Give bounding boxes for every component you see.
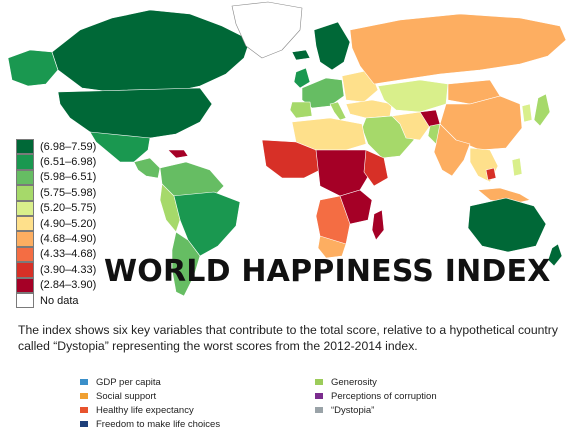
region-alaska [7, 49, 59, 87]
legend-item: (3.90–4.33) [16, 262, 146, 278]
variable-item: Freedom to make life choices [80, 418, 220, 430]
legend-item: (2.84–3.90) [16, 277, 146, 293]
legend-label: (4.90–5.20) [40, 217, 97, 230]
variables-legend: GDP per capita Social support Healthy li… [80, 376, 510, 436]
variable-swatch [80, 379, 88, 385]
region-canada [51, 9, 251, 95]
variable-label: Social support [96, 390, 157, 402]
legend-label: (2.84–3.90) [40, 279, 97, 292]
legend-swatch [16, 277, 34, 293]
legend-swatch [16, 246, 34, 263]
variable-item: “Dystopia” [315, 404, 437, 416]
variable-label: Generosity [331, 376, 377, 388]
variable-swatch [315, 407, 323, 413]
region-italy [329, 101, 347, 121]
variable-item: Social support [80, 390, 220, 402]
region-horn-africa [363, 149, 389, 187]
region-central-america [133, 157, 161, 179]
variable-label: Healthy life expectancy [96, 404, 194, 416]
region-japan [533, 93, 551, 127]
variable-swatch [80, 421, 88, 427]
legend-label: (4.68–4.90) [40, 233, 97, 246]
variable-swatch [80, 407, 88, 413]
variable-item: Generosity [315, 376, 437, 388]
region-southern-cone [171, 231, 201, 297]
legend-item: (6.98–7.59) [16, 139, 146, 155]
region-scandinavia [313, 21, 351, 71]
region-western-europe [301, 77, 345, 109]
legend-swatch [16, 154, 34, 170]
variable-swatch [80, 393, 88, 399]
variable-item: Healthy life expectancy [80, 404, 220, 416]
region-uk [293, 67, 311, 89]
region-central-africa [315, 149, 373, 197]
legend-swatch [16, 185, 34, 201]
region-greenland [231, 1, 303, 59]
legend-swatch [16, 200, 34, 216]
legend-item: (4.90–5.20) [16, 215, 146, 232]
legend-swatch [16, 231, 34, 247]
region-mexico [89, 131, 151, 163]
region-caribbean [167, 149, 189, 159]
region-cambodia [485, 167, 497, 181]
variable-label: Freedom to make life choices [96, 418, 221, 430]
legend-swatch [16, 262, 34, 278]
region-iceland [291, 49, 311, 61]
legend-item: (4.33–4.68) [16, 246, 146, 263]
variable-item: GDP per capita [80, 376, 220, 388]
legend-swatch [16, 215, 34, 232]
region-usa [57, 87, 213, 139]
region-new-zealand [547, 243, 563, 267]
legend-item: (4.68–4.90) [16, 231, 146, 247]
region-madagascar [371, 209, 385, 241]
legend-item: (6.51–6.98) [16, 154, 146, 170]
region-central-asia [377, 79, 449, 113]
variable-label: “Dystopia” [331, 404, 375, 416]
legend-swatch [16, 292, 34, 309]
legend-item: (5.75–5.98) [16, 185, 146, 201]
region-australia [467, 197, 547, 253]
map-legend: (6.98–7.59) (6.51–6.98) (5.98–6.51) (5.7… [16, 139, 146, 309]
page-title: WORLD HAPPINESS INDEX [104, 254, 551, 289]
variable-swatch [315, 379, 323, 385]
legend-item: No data [16, 292, 146, 309]
legend-item: (5.20–5.75) [16, 200, 146, 216]
variables-column-left: GDP per capita Social support Healthy li… [80, 376, 220, 432]
world-map [7, 1, 567, 297]
legend-label: (5.75–5.98) [40, 186, 97, 199]
region-russia [349, 13, 567, 85]
variable-label: Perceptions of corruption [331, 390, 437, 402]
variables-column-right: Generosity Perceptions of corruption “Dy… [315, 376, 437, 418]
variable-label: GDP per capita [96, 376, 161, 388]
legend-swatch [16, 139, 34, 155]
legend-label: (6.98–7.59) [40, 140, 97, 153]
description-text: The index shows six key variables that c… [18, 323, 558, 353]
legend-item: (5.98–6.51) [16, 169, 146, 186]
legend-label: No data [40, 294, 79, 307]
region-korea [521, 103, 533, 123]
region-west-africa [261, 139, 321, 179]
legend-label: (5.98–6.51) [40, 171, 97, 184]
region-india [433, 123, 471, 177]
legend-label: (6.51–6.98) [40, 156, 97, 169]
region-turkey [345, 99, 393, 119]
variable-swatch [315, 393, 323, 399]
region-philippines [511, 157, 523, 177]
variable-item: Perceptions of corruption [315, 390, 437, 402]
region-indonesia [477, 187, 531, 205]
region-south-africa [317, 235, 347, 259]
legend-swatch [16, 169, 34, 186]
legend-label: (3.90–4.33) [40, 263, 97, 276]
region-brazil [171, 191, 241, 257]
region-iberia [289, 101, 313, 119]
legend-label: (4.33–4.68) [40, 248, 97, 261]
legend-label: (5.20–5.75) [40, 202, 97, 215]
